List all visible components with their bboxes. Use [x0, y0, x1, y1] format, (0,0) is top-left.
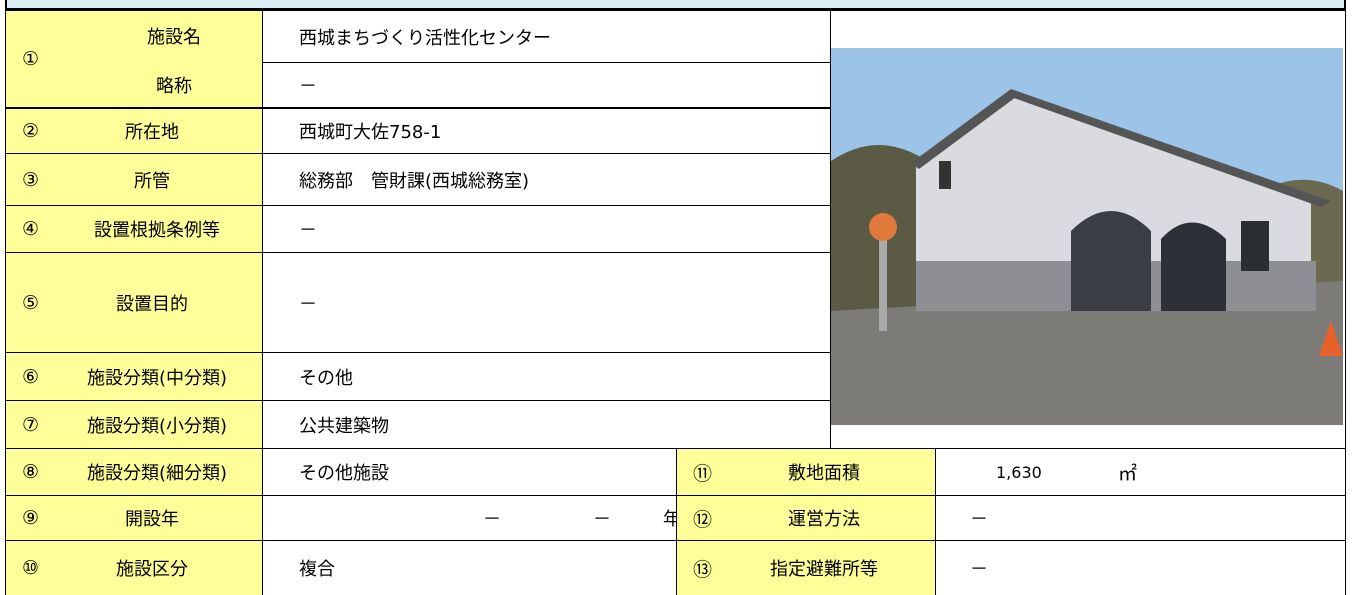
label: 施設名: [5, 10, 263, 62]
photo-cell: [830, 10, 1346, 449]
label-cell: ② 所在地: [5, 108, 263, 154]
label-text: 施設分類(中分類): [86, 367, 228, 389]
label-text: 設置目的: [116, 293, 188, 315]
label-cell: ④ 設置根拠条例等: [5, 205, 263, 253]
label-text: 施設分類(小分類): [86, 415, 228, 437]
value-cell: 西城まちづくり活性化センター: [262, 10, 831, 63]
value-text: 西城まちづくり活性化センター: [299, 27, 551, 49]
value-cell: 総務部 管財課(西城総務室): [262, 153, 831, 206]
value-text: －: [593, 509, 611, 530]
row-number: ⑪: [693, 462, 713, 485]
row-number: ②: [22, 120, 40, 142]
label-text: 設置根拠条例等: [94, 220, 220, 241]
row-number: ⑥: [22, 365, 40, 388]
value-cell: 西城町大佐758-1: [262, 108, 831, 154]
value-text: その他: [299, 367, 353, 389]
value-text: －: [970, 509, 988, 530]
value-cell: －: [935, 540, 1346, 595]
row-number: ⑤: [22, 291, 40, 314]
value-text: 西城町大佐758-1: [299, 122, 442, 143]
value-text: 公共建築物: [299, 415, 389, 437]
value-cell: －: [262, 205, 831, 253]
label-cell: ①: [5, 10, 263, 108]
row-number: ⑬: [693, 558, 713, 581]
value-text: 1,630: [996, 462, 1042, 482]
value-cell: その他: [262, 352, 831, 401]
label: 略称: [5, 62, 263, 108]
label-cell: ⑦ 施設分類(小分類): [5, 400, 263, 449]
value-text: －: [299, 220, 317, 241]
value-cell: 複合: [262, 540, 677, 595]
value-cell: －: [262, 252, 831, 353]
row-number: ⑨: [22, 507, 40, 529]
value-cell: 公共建築物: [262, 400, 831, 449]
unit-text: ㎡: [1118, 462, 1138, 485]
label-text: 開設年: [125, 509, 179, 530]
label-text: 施設分類(細分類): [86, 463, 228, 484]
label-cell: ⑬ 指定避難所等: [676, 540, 936, 595]
row-number: ③: [22, 168, 40, 191]
value-text: －: [483, 509, 501, 530]
label-cell: ⑧ 施設分類(細分類): [5, 448, 263, 496]
label-text: 所管: [134, 170, 170, 192]
value-text: －: [299, 76, 317, 97]
value-cell: その他施設: [262, 448, 677, 496]
label-cell: ⑤ 設置目的: [5, 252, 263, 353]
label-text: 指定避難所等: [770, 559, 878, 580]
label-cell: ⑥ 施設分類(中分類): [5, 352, 263, 401]
top-band: [5, 0, 1346, 10]
label-text: 施設名: [147, 27, 201, 48]
row-number: ⑩: [22, 557, 40, 579]
label-text: 運営方法: [788, 509, 860, 530]
label-text: 略称: [156, 76, 192, 97]
label-text: 敷地面積: [788, 463, 860, 484]
value-text: －: [299, 293, 317, 315]
value-text: 総務部 管財課(西城総務室): [299, 170, 530, 192]
row-number: ④: [22, 218, 40, 240]
photo: [831, 11, 1345, 448]
value-cell: －－年: [262, 495, 681, 541]
value-text: －: [970, 559, 988, 580]
label-cell: ⑫ 運営方法: [676, 495, 936, 541]
row-number: ⑦: [22, 413, 40, 436]
row-number: ⑫: [693, 508, 713, 531]
value-cell: －: [935, 495, 1346, 541]
label-text: 施設区分: [116, 559, 188, 580]
label-cell: ⑩ 施設区分: [5, 540, 263, 595]
row-number: ⑧: [22, 461, 40, 483]
value-text: 複合: [299, 559, 335, 580]
row-number: ①: [22, 48, 40, 70]
label-cell: ⑪ 敷地面積: [676, 448, 936, 496]
label-cell: ③ 所管: [5, 153, 263, 206]
label-cell: ⑨ 開設年: [5, 495, 263, 541]
value-cell: 1,630 ㎡: [935, 448, 1346, 496]
label-text: 所在地: [125, 122, 179, 143]
value-cell: －: [262, 62, 831, 108]
value-text: その他施設: [299, 463, 389, 484]
